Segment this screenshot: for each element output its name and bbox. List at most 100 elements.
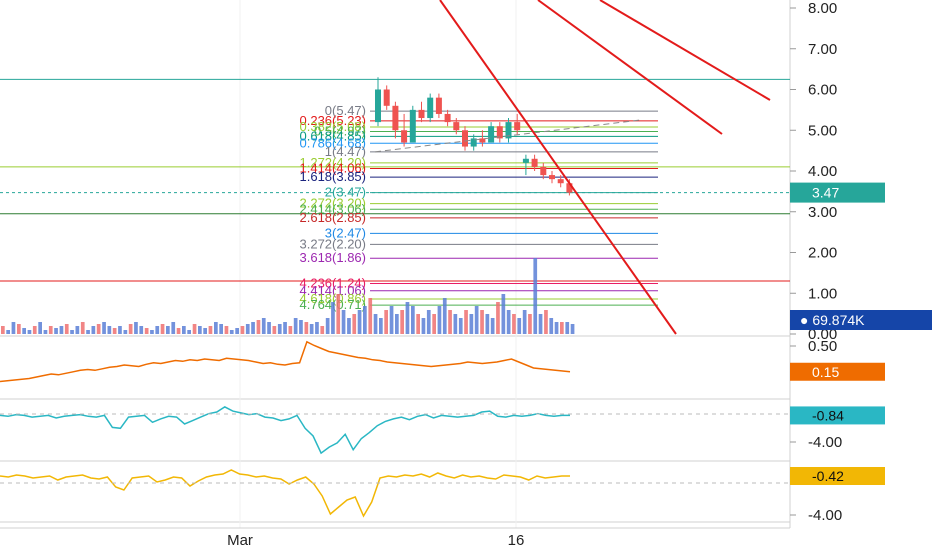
candle-body[interactable] (540, 166, 547, 176)
fib-level-label: 0.382(5.08) (300, 119, 367, 134)
volume-bar (512, 314, 516, 334)
last-price-badge (790, 182, 885, 203)
volume-bar (70, 330, 74, 334)
volume-bar (150, 330, 154, 334)
volume-bar (267, 322, 271, 334)
volume-bar (373, 314, 378, 334)
volume-bar (389, 306, 394, 334)
time-tick-label: Mar (227, 532, 253, 549)
volume-bar (480, 310, 484, 334)
volume-bar (315, 322, 319, 334)
volume-bar (192, 324, 197, 334)
volume-bar (331, 302, 335, 334)
volume-badge (790, 310, 932, 330)
red-trendline[interactable] (439, 0, 677, 335)
volume-bar (256, 320, 261, 334)
candle-body[interactable] (514, 122, 521, 131)
candle-body[interactable] (566, 183, 573, 193)
price-tick-label: 3.00 (808, 204, 837, 221)
fib-level-label: 1.272(4.20) (300, 155, 367, 170)
candle-body[interactable] (470, 138, 477, 147)
fib-level-label: 4.414(1.06) (300, 283, 367, 298)
candle-body[interactable] (392, 105, 399, 131)
volume-bar (528, 314, 532, 334)
volume-bar (432, 314, 436, 334)
volume-bar (490, 318, 495, 334)
time-tick-label: 16 (508, 532, 525, 549)
volume-bar (160, 324, 165, 334)
candle-body[interactable] (479, 138, 486, 143)
volume-bar (102, 322, 106, 334)
volume-bar (86, 330, 90, 334)
volume-bar (219, 324, 223, 334)
fib-level-label: 2.618(2.85) (300, 210, 367, 225)
last-price-label: 3.47 (812, 185, 839, 201)
volume-label: ● 69.874K (800, 312, 865, 328)
volume-bar (203, 328, 207, 334)
candle-body[interactable] (375, 89, 381, 123)
volume-bar (64, 324, 69, 334)
volume-bar (538, 314, 543, 334)
fib-level-label: 0.786(4.68) (300, 135, 367, 150)
indicator-value-badge (790, 467, 885, 485)
candle-body[interactable] (557, 179, 564, 184)
volume-bar (368, 298, 373, 334)
volume-bar (400, 310, 404, 334)
volume-bar (198, 326, 202, 334)
indicator-line (0, 340, 571, 383)
volume-bar (80, 322, 85, 334)
candle-body[interactable] (488, 126, 495, 143)
volume-bar (208, 326, 213, 334)
volume-bar (474, 306, 479, 334)
red-trendline[interactable] (537, 0, 723, 135)
volume-bar (59, 326, 64, 334)
volume-bar (166, 326, 170, 334)
indicator-line (0, 469, 570, 518)
candle-body[interactable] (462, 130, 468, 147)
indicator-value-label: 0.15 (812, 364, 839, 380)
volume-bar (118, 326, 122, 334)
candle-body[interactable] (435, 97, 442, 114)
indicator-value-badge (790, 362, 885, 381)
volume-bar (506, 310, 511, 334)
red-trendline[interactable] (599, 0, 771, 101)
price-tick-label: 4.00 (808, 163, 837, 180)
candle-body[interactable] (409, 109, 416, 143)
candle-body[interactable] (427, 97, 434, 119)
candle-body[interactable] (453, 122, 460, 131)
candle-body[interactable] (531, 158, 538, 167)
volume-bar (229, 330, 234, 334)
candle-body[interactable] (418, 109, 425, 119)
candle-body[interactable] (522, 158, 529, 163)
candle-body[interactable] (444, 113, 451, 123)
volume-bar (240, 326, 245, 334)
candle-body[interactable] (383, 89, 390, 106)
volume-bar (38, 322, 42, 334)
volume-bar (442, 298, 447, 334)
fib-level-label: 1.414(4.06) (300, 161, 367, 176)
volume-bar (171, 322, 176, 334)
volume-bar (347, 318, 351, 334)
volume-bar (549, 318, 554, 334)
candle-body[interactable] (505, 122, 512, 139)
volume-bar (261, 318, 266, 334)
volume-bar (32, 326, 37, 334)
volume-bar (112, 328, 117, 334)
volume-bar (144, 328, 149, 334)
dashed-trendline[interactable] (374, 119, 641, 153)
volume-bar (245, 324, 250, 334)
volume-bar (554, 322, 559, 334)
candle-body[interactable] (496, 126, 503, 139)
volume-bar (272, 326, 277, 334)
price-tick-label: 0.00 (808, 326, 837, 343)
volume-bar (6, 330, 10, 334)
volume-bar (395, 314, 399, 334)
candle-body[interactable] (401, 130, 408, 143)
fib-level-label: 0.236(5.23) (300, 113, 367, 128)
volume-bar (1, 326, 5, 334)
volume-bar (182, 326, 186, 334)
price-tick-label: 8.00 (808, 0, 837, 17)
fib-level-label: 4.618(0.86) (300, 291, 367, 306)
candle-body[interactable] (549, 175, 555, 180)
